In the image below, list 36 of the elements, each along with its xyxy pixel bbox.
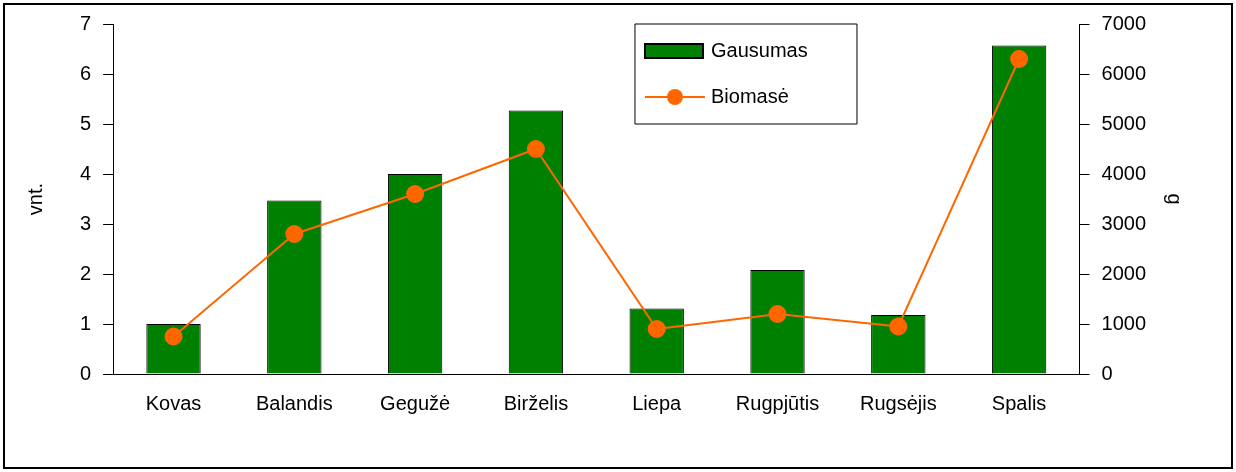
y2-tick-label: 1000 xyxy=(1101,311,1147,334)
legend-label: Gausumas xyxy=(710,38,808,61)
x-tick-label: Gegužė xyxy=(380,391,451,414)
point xyxy=(164,327,183,346)
x-tick-label: Birželis xyxy=(503,391,569,414)
y-tick-label: 1 xyxy=(80,311,92,334)
y-tick-label: 4 xyxy=(80,161,92,184)
y2-tick-label: 4000 xyxy=(1101,161,1147,184)
y-tick-label: 2 xyxy=(80,261,92,284)
y-tick-label: 6 xyxy=(80,61,92,84)
y2-tick-label: 7000 xyxy=(1101,11,1147,34)
y-tick-label: 3 xyxy=(80,211,92,234)
y-tick-label: 0 xyxy=(80,361,92,384)
y2-axis-title: g xyxy=(1164,193,1187,205)
y2-tick-label: 6000 xyxy=(1101,61,1147,84)
x-tick-label: Rugsėjis xyxy=(859,391,937,414)
x-tick-label: Kovas xyxy=(145,391,202,414)
y-tick-label: 7 xyxy=(80,11,92,34)
point xyxy=(1010,50,1029,68)
point xyxy=(285,225,304,243)
point xyxy=(526,140,545,158)
point xyxy=(768,305,787,323)
legend-label: Biomasė xyxy=(710,84,789,107)
y-tick-label: 5 xyxy=(80,111,92,134)
x-tick-label: Liepa xyxy=(632,391,683,414)
y-axis-title: vnt. xyxy=(23,182,46,216)
point xyxy=(889,317,908,336)
x-tick-label: Rugpjūtis xyxy=(735,391,820,414)
point xyxy=(406,185,425,203)
y2-tick-label: 2000 xyxy=(1101,261,1147,284)
y2-tick-label: 3000 xyxy=(1101,211,1147,234)
x-tick-label: Spalis xyxy=(991,391,1047,414)
y2-tick-label: 5000 xyxy=(1101,111,1147,134)
y2-tick-label: 0 xyxy=(1101,361,1113,384)
x-tick-label: Balandis xyxy=(255,391,333,414)
point xyxy=(647,320,666,338)
